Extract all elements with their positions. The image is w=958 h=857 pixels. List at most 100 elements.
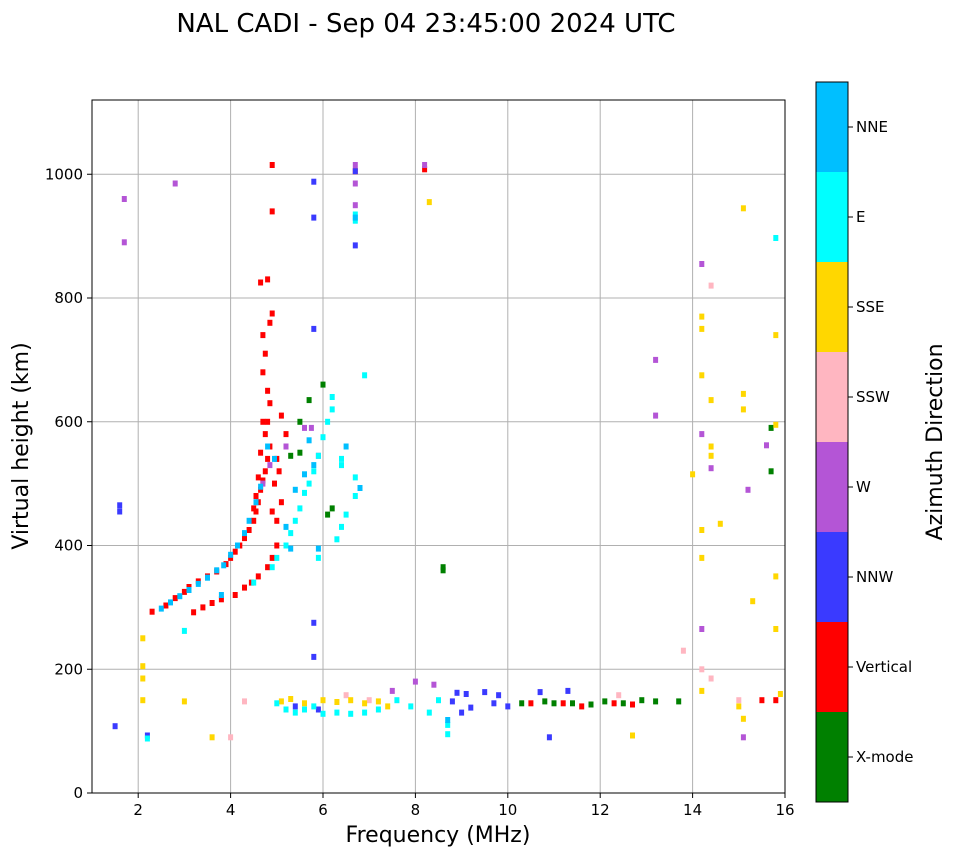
data-point [228,554,234,561]
y-tick-label: 0 [73,784,83,802]
data-point [352,493,358,499]
data-point [200,604,206,611]
colorbar-tick-label: SSW [856,388,890,406]
data-point [265,387,271,394]
data-point [339,523,344,530]
data-point [745,486,751,493]
data-point [620,700,626,707]
data-point [260,477,266,484]
data-point [680,647,686,654]
data-point [228,551,234,558]
colorbar-segment [816,442,848,532]
data-point [205,574,210,581]
data-point [269,554,275,561]
data-point [232,548,238,555]
data-point [253,499,259,506]
data-point [653,356,659,363]
colorbar-label: Azimuth Direction [923,343,948,540]
data-point [362,709,368,716]
data-point [422,166,428,173]
colorbar-segment [816,172,848,262]
colorbar-segment [816,82,848,172]
data-point [773,697,779,704]
data-point [445,731,451,738]
series-e [144,211,779,742]
data-point [440,567,446,574]
data-point [140,635,146,642]
data-point [528,700,534,707]
colorbar-tick-label: X-mode [856,748,913,766]
data-point [690,471,696,478]
data-point [357,485,363,491]
x-axis-ticks: 2 4 6 8 10 12 14 16 [133,793,795,819]
data-point [699,554,705,561]
data-point [258,279,264,286]
data-point [708,443,714,450]
data-point [334,709,340,716]
data-point [699,325,705,332]
x-tick-label: 10 [498,801,517,819]
colorbar-segment [816,352,848,442]
data-point [325,511,331,518]
data-point [251,505,257,512]
y-axis-label: Virtual height (km) [9,342,34,549]
data-point [265,276,271,283]
data-point [278,412,284,419]
data-point [163,602,169,609]
data-point [209,734,215,741]
y-tick-label: 1000 [45,165,83,183]
data-point [267,400,273,407]
data-point [255,573,261,580]
data-point [149,608,155,615]
data-point [267,462,273,469]
data-point [242,698,247,705]
data-point [274,554,280,561]
x-tick-label: 14 [683,801,702,819]
data-point [315,452,321,459]
data-point [708,465,714,472]
data-point [334,536,340,543]
data-point [348,710,354,717]
data-point [121,196,127,202]
data-point [329,394,335,400]
data-point [140,675,146,682]
data-point [311,462,317,469]
data-point [121,239,127,246]
data-point [311,703,317,710]
data-point [542,698,548,705]
data-point [158,605,164,612]
data-point [454,689,460,696]
data-point [311,468,317,475]
data-point [253,508,259,515]
data-point [308,424,314,431]
colorbar-tick-label: SSE [856,298,885,316]
data-point [311,214,317,221]
data-point [343,443,349,450]
data-point [560,700,566,707]
data-point [708,397,714,404]
data-point [445,717,451,723]
data-point [262,350,268,357]
colorbar-segment [816,262,848,352]
data-point [186,587,192,593]
data-point [269,508,275,515]
data-point [366,697,372,704]
data-point [773,421,779,428]
data-point [251,579,257,586]
data-point [276,468,282,475]
data-point [773,573,779,580]
data-point [736,703,742,710]
data-point [653,412,659,419]
data-point [297,449,303,456]
data-point [352,242,358,249]
data-point [262,431,268,438]
data-point [283,523,289,530]
data-point [267,319,273,326]
data-point [496,692,502,699]
data-point [288,530,294,537]
data-point [218,596,224,603]
colorbar-tick-label: W [856,478,871,496]
data-point [551,700,557,707]
data-point [228,734,234,741]
data-point [258,449,264,456]
